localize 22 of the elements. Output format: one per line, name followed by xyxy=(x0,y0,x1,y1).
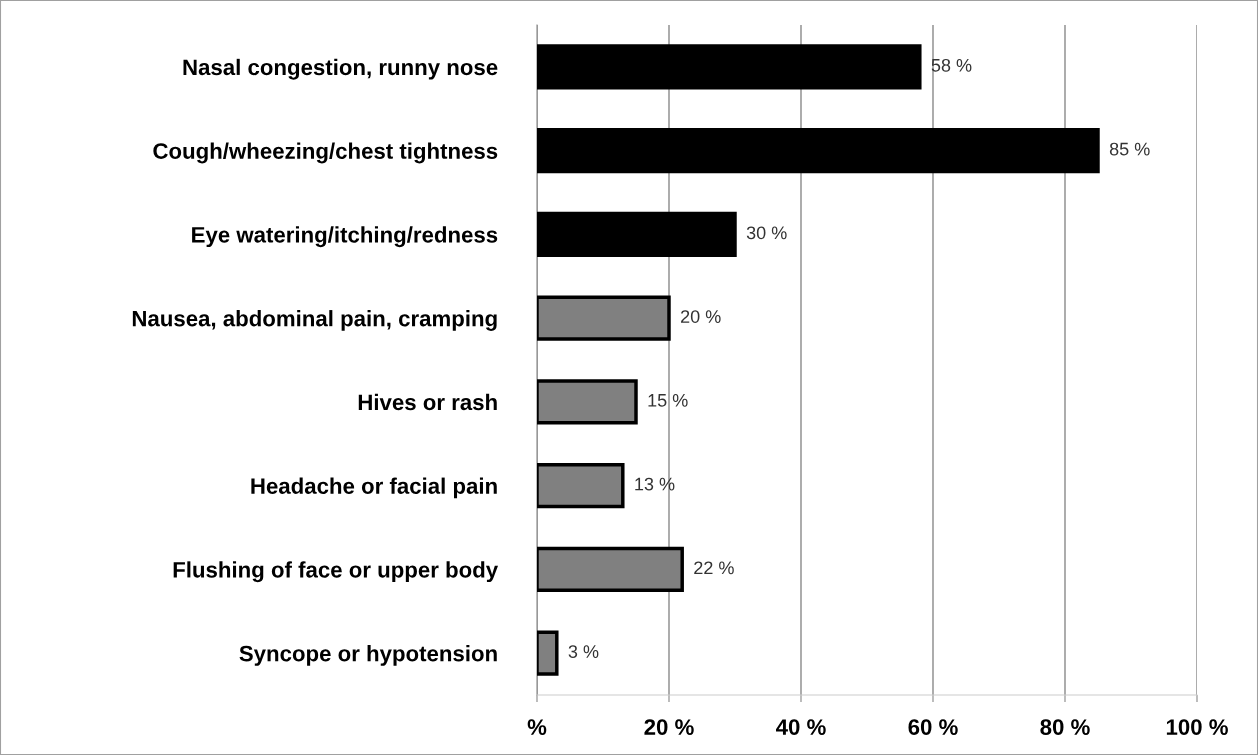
y-tick-label: Eye watering/itching/redness xyxy=(192,226,498,248)
data-label: 58 % xyxy=(931,58,972,72)
data-label: 3 % xyxy=(568,645,599,658)
x-tick-label: 20 % xyxy=(644,719,694,735)
x-tick-label: 80 % xyxy=(1040,719,1090,735)
data-label: 85 % xyxy=(1109,142,1150,156)
y-tick-label: Headache or facial pain xyxy=(251,477,497,499)
x-tick-label: 60 % xyxy=(908,719,958,735)
x-tick-label: 40 % xyxy=(776,719,826,735)
y-tick-label: Nausea, abdominal pain, cramping xyxy=(132,310,497,331)
y-tick-label: Hives or rash xyxy=(358,393,497,411)
data-label: 22 % xyxy=(694,561,734,575)
y-tick-label: Nasal congestion, runny nose xyxy=(183,58,498,80)
y-tick-label: Cough/wheezing/chest tightness xyxy=(153,142,498,164)
x-tick-label: 100 % xyxy=(1166,719,1228,735)
x-tick-label: % xyxy=(527,719,547,735)
data-label: 15 % xyxy=(648,394,688,407)
data-label: 20 % xyxy=(681,310,721,323)
data-label: 30 % xyxy=(746,226,787,240)
data-label: 13 % xyxy=(635,477,675,491)
y-tick-label: Syncope or hypotension xyxy=(239,645,497,666)
y-tick-label: Flushing of face or upper body xyxy=(173,561,499,583)
